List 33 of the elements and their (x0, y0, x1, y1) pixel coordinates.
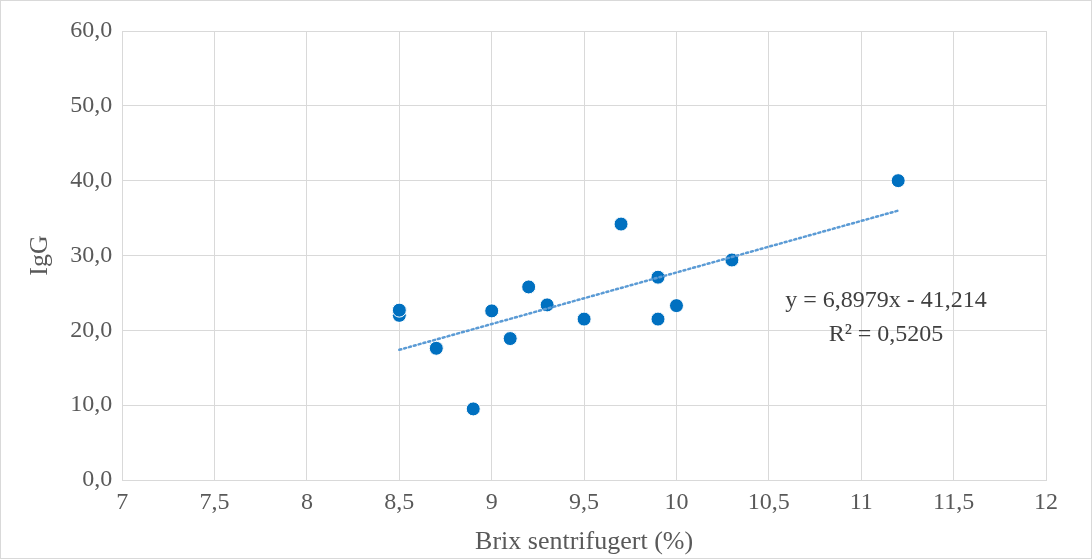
x-tick-label: 9,5 (569, 487, 600, 514)
y-axis-title: IgG (24, 235, 54, 276)
x-tick-label: 11 (849, 487, 873, 514)
point (650, 311, 666, 327)
x-tick-label: 8,5 (384, 487, 415, 514)
x-tick-label: 10,5 (747, 487, 790, 514)
y-tick-label: 40,0 (70, 165, 113, 192)
x-tick-label: 11,5 (933, 487, 975, 514)
point (668, 298, 684, 314)
point (502, 331, 518, 347)
annotation: y = 6,8979x - 41,214 (785, 285, 987, 312)
point (576, 311, 592, 327)
x-axis-title: Brix sentrifugert (%) (475, 526, 694, 556)
y-tick-label: 20,0 (70, 315, 113, 342)
point (428, 340, 444, 356)
annotation: R² = 0,5205 (828, 319, 944, 346)
y-tick-label: 50,0 (70, 91, 113, 118)
point (465, 401, 481, 417)
x-tick-label: 8 (300, 487, 313, 514)
point (613, 216, 629, 232)
point (484, 303, 500, 319)
x-tick-label: 9 (485, 487, 498, 514)
y-tick-label: 0,0 (82, 465, 113, 492)
x-tick-label: 7,5 (199, 487, 230, 514)
point (890, 173, 906, 189)
x-tick-label: 10 (664, 487, 689, 514)
point (521, 279, 537, 295)
x-tick-label: 12 (1034, 487, 1058, 514)
point (391, 302, 407, 318)
x-tick-label: 7 (116, 487, 129, 514)
y-tick-label: 10,0 (70, 390, 113, 417)
y-tick-label: 30,0 (70, 240, 113, 267)
y-tick-label: 60,0 (70, 16, 113, 43)
